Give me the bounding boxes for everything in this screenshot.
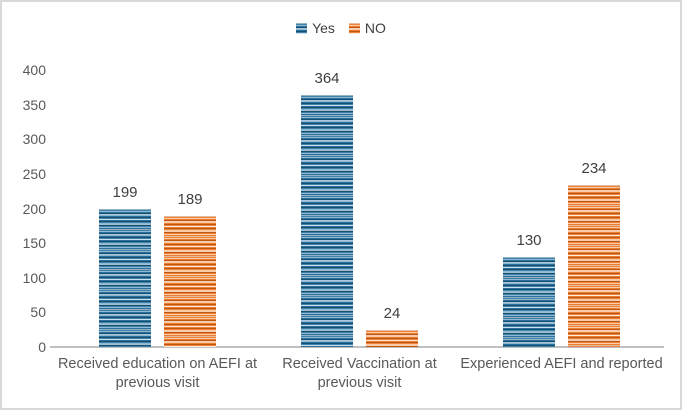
data-label: 24 — [383, 305, 401, 322]
bar-yes-3 — [503, 257, 555, 347]
y-axis-tick-label: 250 — [22, 165, 46, 182]
bar-yes-2 — [301, 95, 353, 347]
category-label: Experienced AEFI and reported — [460, 356, 663, 372]
data-label: 234 — [581, 160, 607, 177]
data-label: 189 — [177, 191, 203, 208]
legend-item-no: NO — [348, 20, 386, 36]
legend-item-yes: Yes — [296, 20, 335, 36]
legend-label-yes: Yes — [312, 20, 335, 36]
y-axis-tick-label: 300 — [22, 131, 46, 148]
bar-no-2 — [366, 330, 418, 347]
data-label: 199 — [112, 184, 138, 201]
y-axis-tick-label: 100 — [22, 269, 46, 286]
bar-no-3 — [568, 185, 620, 347]
bar-yes-1 — [99, 209, 151, 347]
y-axis-tick-label: 0 — [38, 339, 46, 355]
y-axis-tick-label: 200 — [22, 200, 46, 217]
y-axis-tick-label: 350 — [22, 96, 46, 113]
legend-label-no: NO — [364, 20, 386, 36]
data-label: 130 — [516, 232, 542, 249]
bar-no-1 — [164, 216, 216, 347]
legend-swatch-no-icon — [348, 22, 360, 34]
y-axis-tick-label: 50 — [30, 304, 46, 321]
category-label: Received education on AEFI at previous v… — [57, 356, 258, 391]
category-label: Received Vaccination at previous visit — [282, 356, 437, 391]
legend-swatch-yes-icon — [296, 22, 308, 34]
y-axis-tick-label: 150 — [22, 235, 46, 252]
y-axis-tick-label: 400 — [22, 62, 46, 78]
x-axis-line — [50, 346, 664, 348]
data-label: 364 — [314, 70, 340, 87]
chart-legend: Yes NO — [2, 20, 680, 36]
